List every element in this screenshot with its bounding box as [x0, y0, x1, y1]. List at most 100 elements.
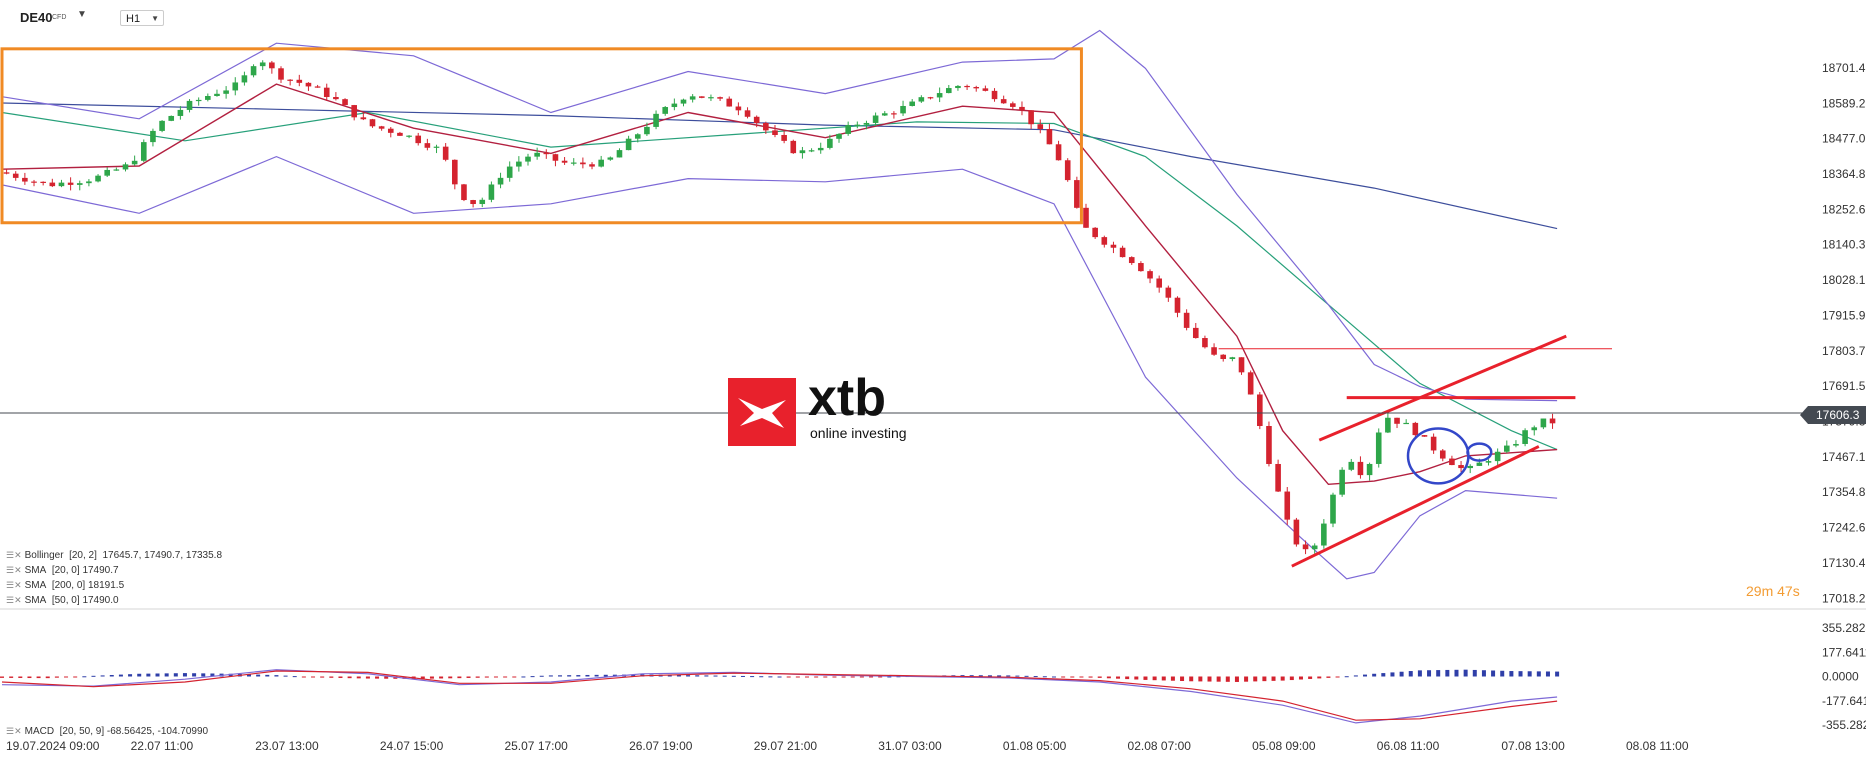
macd-tick-label: -355.282	[1822, 718, 1866, 732]
macd-histogram-bar	[1088, 676, 1093, 678]
candle-body	[506, 166, 513, 178]
macd-histogram-bar	[420, 676, 425, 679]
xtb-logo: xtb online investing	[728, 369, 928, 457]
macd-histogram-bar	[365, 676, 370, 679]
candle-body	[1385, 417, 1391, 433]
candle-body	[76, 183, 83, 185]
legend-bollinger[interactable]: ☰✕ Bollinger [20, 2] 17645.7, 17490.7, 17…	[6, 550, 222, 561]
candle-body	[259, 62, 266, 67]
macd-histogram-bar	[439, 676, 444, 679]
candle-body	[95, 175, 101, 182]
macd-histogram-bar	[1134, 676, 1139, 680]
price-tick-label: 17915.9	[1822, 308, 1866, 322]
macd-histogram-bar	[768, 676, 773, 678]
symbol-dropdown-icon[interactable]: ▼	[77, 9, 87, 20]
candle-body	[607, 157, 614, 160]
legend-macd[interactable]: ☰✕ MACD [20, 50, 9] -68.56425, -104.70990	[6, 726, 208, 737]
candle-body	[927, 97, 934, 99]
candle-body	[470, 200, 476, 205]
candle-body	[827, 138, 833, 148]
candle-body	[314, 86, 321, 88]
candle-body	[772, 130, 778, 135]
macd-histogram-bar	[1225, 676, 1230, 682]
timeframe-select[interactable]: H1 ▼	[120, 10, 164, 26]
macd-histogram-bar	[869, 676, 874, 678]
price-tick-label: 17242.6	[1822, 521, 1866, 535]
time-tick-label: 05.08 09:00	[1252, 739, 1316, 753]
price-tick-label: 17803.7	[1822, 344, 1866, 358]
symbol-label[interactable]: DE40	[20, 10, 53, 25]
candle-body	[644, 126, 650, 135]
macd-histogram-bar	[594, 674, 599, 677]
candle-body	[1019, 106, 1025, 111]
legend-params: [20, 2]	[69, 550, 97, 561]
settings-icon[interactable]: ☰✕	[6, 595, 22, 605]
candles-group	[3, 60, 1556, 555]
macd-histogram-bar	[1015, 675, 1020, 677]
legend-name: MACD	[24, 726, 55, 737]
candle-body	[131, 160, 138, 165]
settings-icon[interactable]: ☰✕	[6, 565, 22, 575]
macd-histogram-bar	[192, 673, 197, 677]
macd-histogram-bar	[1271, 676, 1276, 681]
macd-histogram-bar	[1481, 670, 1486, 677]
candle-body	[296, 79, 303, 83]
candle-body	[1467, 465, 1474, 469]
macd-histogram-bar	[786, 676, 791, 678]
symbol-type-label: CFD	[52, 14, 67, 21]
candle-body	[287, 79, 293, 81]
candle-body	[1485, 461, 1492, 463]
candle-body	[744, 110, 751, 117]
macd-histogram-bar	[45, 676, 50, 679]
macd-histogram-bar	[1070, 676, 1075, 678]
candle-body	[973, 87, 980, 89]
macd-histogram-bar	[1298, 676, 1303, 680]
macd-histogram-bar	[292, 676, 297, 678]
candle-body	[1403, 422, 1409, 425]
legend-name: SMA	[24, 595, 47, 606]
candle-body	[104, 169, 110, 176]
candle-body	[452, 159, 458, 185]
candle-body	[3, 172, 10, 174]
price-tick-label: 18701.4	[1822, 61, 1866, 75]
settings-icon[interactable]: ☰✕	[6, 580, 22, 590]
candle-body	[836, 133, 842, 139]
candle-body	[113, 169, 120, 171]
channel-lower-line	[1291, 445, 1540, 568]
candle-body	[1412, 422, 1419, 436]
settings-icon[interactable]: ☰✕	[6, 550, 22, 560]
candle-body	[223, 90, 229, 94]
candle-body	[863, 122, 870, 125]
candle-body	[516, 161, 522, 167]
macd-histogram-bar	[1372, 673, 1377, 677]
legend-sma200[interactable]: ☰✕ SMA [200, 0] 18191.5	[6, 580, 124, 591]
macd-histogram-bar	[1207, 676, 1212, 682]
candle-body	[351, 105, 357, 118]
macd-histogram-bar	[466, 676, 471, 678]
macd-histogram-bar	[91, 675, 96, 677]
macd-histogram-bar	[805, 676, 809, 678]
macd-histogram-bar	[1509, 671, 1514, 677]
legend-sma50[interactable]: ☰✕ SMA [50, 0] 17490.0	[6, 595, 119, 606]
macd-histogram-bar	[603, 674, 608, 677]
macd-histogram-bar	[521, 676, 526, 678]
macd-histogram-bar	[530, 676, 535, 678]
candle-body	[634, 134, 641, 139]
macd-histogram-bar	[164, 673, 169, 677]
candle-body	[1275, 463, 1281, 492]
candle-body	[1339, 469, 1345, 495]
candle-body	[415, 135, 422, 144]
macd-histogram-bar	[978, 675, 983, 677]
legend-sma20[interactable]: ☰✕ SMA [20, 0] 17490.7	[6, 565, 119, 576]
macd-histogram-bar	[1527, 671, 1532, 677]
macd-histogram-bar	[1216, 676, 1221, 682]
candle-body	[909, 101, 915, 106]
candle-body	[1321, 523, 1327, 546]
candle-body	[387, 128, 394, 133]
macd-histogram-bar	[73, 676, 78, 678]
settings-icon[interactable]: ☰✕	[6, 726, 22, 736]
candle-body	[433, 146, 440, 148]
candle-body	[333, 97, 339, 100]
candle-body	[1284, 491, 1291, 520]
